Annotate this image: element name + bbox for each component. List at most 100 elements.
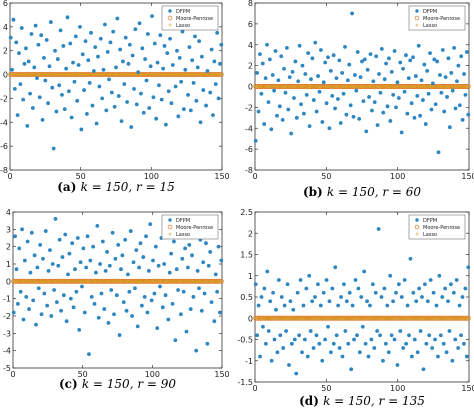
dfpm-point [163,122,168,127]
dfpm-point [39,33,44,38]
dfpm-point [140,46,145,51]
dfpm-point [272,88,277,93]
dfpm-point [85,112,89,116]
dfpm-point [440,295,445,299]
dfpm-point [412,337,417,342]
dfpm-point [377,72,381,76]
dfpm-point [317,341,322,346]
dfpm-point [36,286,41,291]
y-tick-label: -1 [245,357,253,366]
dfpm-point [137,21,142,26]
dfpm-point [105,50,110,54]
dfpm-point [118,47,123,52]
dfpm-point [354,88,359,93]
lasso-point [219,72,223,77]
dfpm-point [451,290,456,295]
dfpm-point [191,295,196,299]
y-tick-label: 1 [6,260,11,269]
dfpm-point [206,263,211,268]
dfpm-point [450,358,455,363]
dfpm-point [209,47,214,52]
dfpm-point [148,64,153,69]
dfpm-point [355,50,360,54]
dfpm-point [157,83,161,88]
y-tick-label: 3 [6,225,11,234]
dfpm-point [181,289,186,294]
subplot-c: -5 -4 -3 -2 -1 0 1 2 3 4 0 50 100 150 DFPMMoore-Penros… [3,208,230,391]
dfpm-point [292,96,296,100]
dfpm-point [60,255,65,259]
legend-label: Moore-Penrose [423,16,460,22]
dfpm-point [33,23,38,28]
dfpm-point [326,324,330,329]
dfpm-point [40,118,45,122]
dfpm-point [370,108,374,113]
dfpm-point [453,106,458,111]
dfpm-point [271,290,275,295]
dfpm-point [327,126,332,131]
dfpm-point [183,246,187,251]
dfpm-point [258,354,262,359]
dfpm-point [280,118,285,122]
dfpm-point [437,273,442,278]
dfpm-point [374,54,379,59]
dfpm-point [219,42,224,47]
dfpm-point [333,106,337,111]
dfpm-point [387,56,391,61]
dfpm-point [39,312,44,317]
dfpm-point [112,104,117,109]
dfpm-point [313,40,318,45]
dfpm-point [194,98,199,103]
dfpm-point [86,58,91,63]
dfpm-point [121,300,126,305]
dfpm-point [81,246,86,251]
dfpm-point [430,346,435,350]
dfpm-point [47,64,52,69]
dfpm-point [212,59,217,64]
dfpm-point [70,241,75,246]
dfpm-point [71,60,75,65]
dfpm-point [298,278,303,282]
caption-letter: (b) [303,185,327,199]
dfpm-point [413,74,418,78]
dfpm-point [428,278,433,282]
dfpm-point [305,354,310,359]
dfpm-point [202,291,207,296]
dfpm-point [253,138,258,143]
dfpm-point [19,26,24,30]
dfpm-point [119,267,123,272]
dfpm-point [365,67,370,72]
dfpm-point [10,67,14,72]
dfpm-point [107,263,112,268]
dfpm-point [215,289,220,294]
dfpm-point [376,227,381,231]
dfpm-point [286,107,291,112]
dfpm-point [300,63,305,68]
dfpm-point [304,92,309,97]
dfpm-point [460,118,465,122]
dfpm-point [373,290,378,295]
dfpm-point [303,72,308,76]
dfpm-point [420,295,424,299]
dfpm-point [314,109,319,114]
dfpm-point [287,75,292,80]
dfpm-point [28,270,33,275]
x-tick-label: 100 [144,172,159,181]
dfpm-point [323,60,328,65]
dfpm-point [347,62,352,67]
dfpm-point [416,43,421,48]
x-tick-label: 50 [321,384,331,393]
dfpm-point [31,298,36,303]
dfpm-point [418,329,423,333]
legend-marker-dfpm [415,218,419,222]
dfpm-point [378,333,382,338]
y-tick-label: 4 [248,41,253,50]
dfpm-point [151,95,156,100]
dfpm-point [68,296,73,301]
dfpm-point [141,110,146,115]
dfpm-point [417,286,422,291]
dfpm-point [165,51,170,55]
dfpm-point [152,41,157,46]
dfpm-point [125,100,129,104]
dfpm-point [18,289,23,294]
